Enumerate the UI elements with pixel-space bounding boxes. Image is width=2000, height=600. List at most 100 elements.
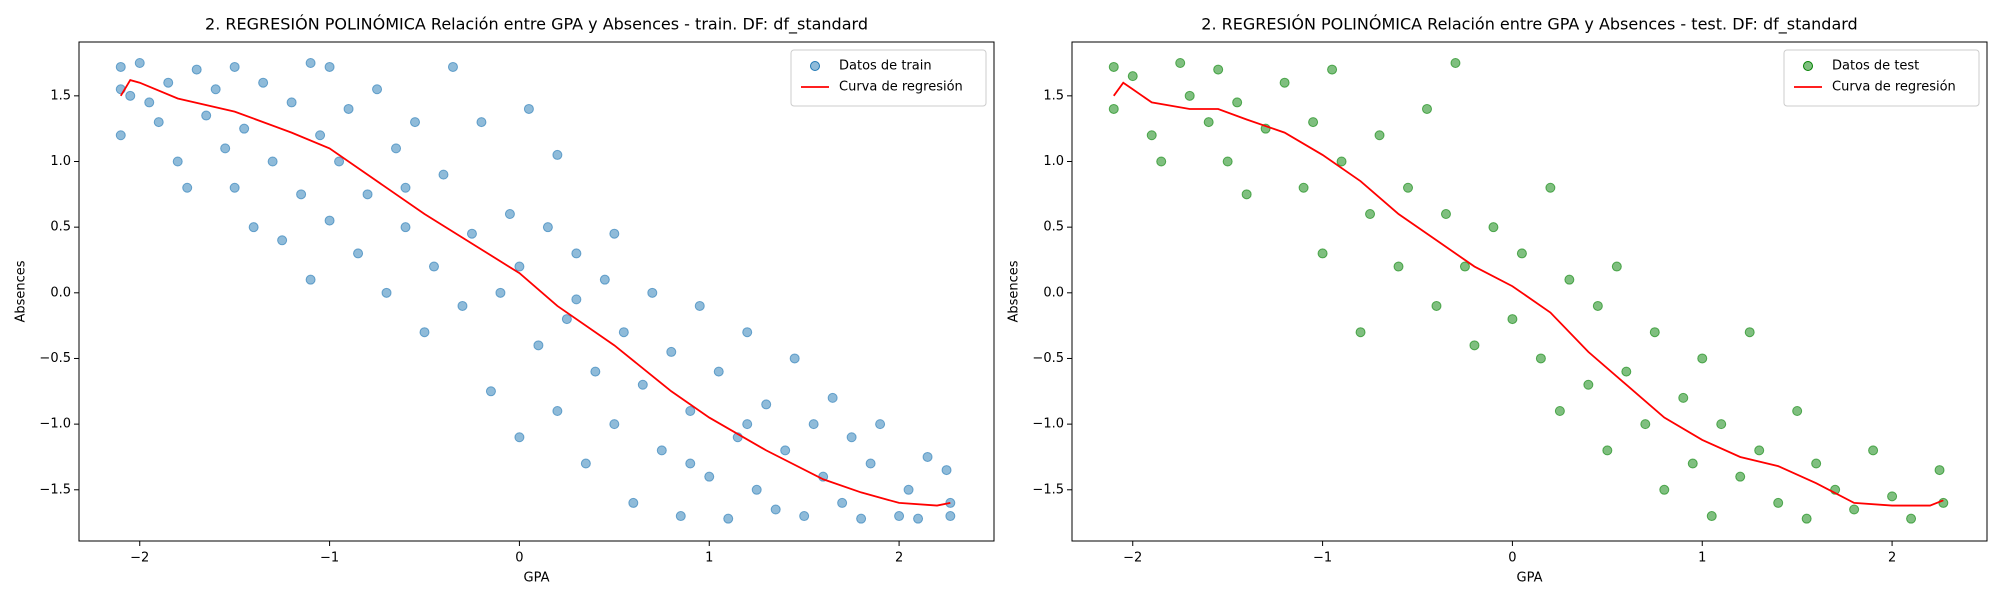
point <box>144 97 155 108</box>
point <box>229 61 240 72</box>
point <box>1868 445 1879 456</box>
point <box>428 261 439 272</box>
point <box>400 182 411 193</box>
point <box>1146 130 1157 141</box>
point <box>504 209 515 220</box>
y-axis-label: Absences <box>1007 260 1022 322</box>
point <box>391 143 402 154</box>
point <box>837 497 848 508</box>
point <box>1336 156 1347 167</box>
point <box>277 235 288 246</box>
point <box>675 511 686 522</box>
point <box>1801 513 1812 524</box>
point <box>704 471 715 482</box>
point <box>552 149 563 160</box>
point <box>1327 64 1338 75</box>
point <box>742 327 753 338</box>
point <box>1735 471 1746 482</box>
plot-area <box>115 58 956 524</box>
point <box>751 484 762 495</box>
point <box>172 156 183 167</box>
y-axis-label: Absences <box>14 260 29 322</box>
point <box>400 222 411 233</box>
point <box>1706 511 1717 522</box>
point <box>1535 353 1546 364</box>
point <box>945 511 956 522</box>
x-tick-label: −1 <box>1313 551 1332 566</box>
x-tick-label: 1 <box>1698 551 1706 566</box>
point <box>1431 300 1442 311</box>
point <box>1649 327 1660 338</box>
point <box>1213 64 1224 75</box>
point <box>1156 156 1167 167</box>
point <box>571 248 582 259</box>
point <box>495 287 506 298</box>
legend-label: Datos de train <box>839 59 932 74</box>
point <box>229 182 240 193</box>
point <box>1393 261 1404 272</box>
subplot: 2. REGRESIÓN POLINÓMICA Relación entre G… <box>14 15 995 586</box>
point <box>590 366 601 377</box>
x-tick-label: 2 <box>1888 551 1896 566</box>
point <box>1241 189 1252 200</box>
point <box>343 103 354 114</box>
point <box>1507 314 1518 325</box>
point <box>1516 248 1527 259</box>
point <box>220 143 231 154</box>
point <box>903 484 914 495</box>
legend-label: Curva de regresión <box>839 80 963 95</box>
point <box>523 103 534 114</box>
point <box>1298 182 1309 193</box>
point <box>827 392 838 403</box>
y-tick-label: 0.5 <box>1043 220 1064 235</box>
y-tick-label: 1.5 <box>50 88 71 103</box>
point <box>286 97 297 108</box>
legend: Datos de test Curva de regresión <box>1783 49 1980 107</box>
regression-line <box>1113 81 1944 507</box>
point <box>808 419 819 430</box>
legend-swatch <box>810 61 820 71</box>
point <box>1906 513 1917 524</box>
point <box>941 465 952 476</box>
plot-area <box>1108 58 1949 524</box>
x-tick-label: −2 <box>1123 551 1142 566</box>
point <box>1887 491 1898 502</box>
x-tick-label: 1 <box>705 551 713 566</box>
y-tick-label: −0.5 <box>39 351 71 366</box>
point <box>552 405 563 416</box>
legend-label: Datos de test <box>1832 59 1919 74</box>
point <box>134 58 145 69</box>
point <box>1592 300 1603 311</box>
point <box>637 379 648 390</box>
axes-frame <box>78 41 995 542</box>
point <box>305 274 316 285</box>
subplot: 2. REGRESIÓN POLINÓMICA Relación entre G… <box>1007 15 1988 586</box>
point <box>571 294 582 305</box>
point <box>666 346 677 357</box>
point <box>694 300 705 311</box>
legend-box <box>790 49 987 107</box>
point <box>1744 327 1755 338</box>
point <box>1232 97 1243 108</box>
point <box>201 110 212 121</box>
point <box>1754 445 1765 456</box>
y-tick-label: 1.0 <box>50 154 71 169</box>
point <box>1127 71 1138 82</box>
point <box>1308 117 1319 128</box>
point <box>1554 405 1565 416</box>
point <box>362 189 373 200</box>
point <box>372 84 383 95</box>
legend-box <box>1783 49 1980 107</box>
point <box>533 340 544 351</box>
x-axis-label: GPA <box>1517 571 1543 586</box>
point <box>1403 182 1414 193</box>
x-tick-label: −2 <box>130 551 149 566</box>
point <box>799 511 810 522</box>
point <box>248 222 259 233</box>
point <box>210 84 221 95</box>
chart-title: 2. REGRESIÓN POLINÓMICA Relación entre G… <box>205 15 868 35</box>
point <box>1934 465 1945 476</box>
point <box>296 189 307 200</box>
y-tick-label: −1.0 <box>39 417 71 432</box>
